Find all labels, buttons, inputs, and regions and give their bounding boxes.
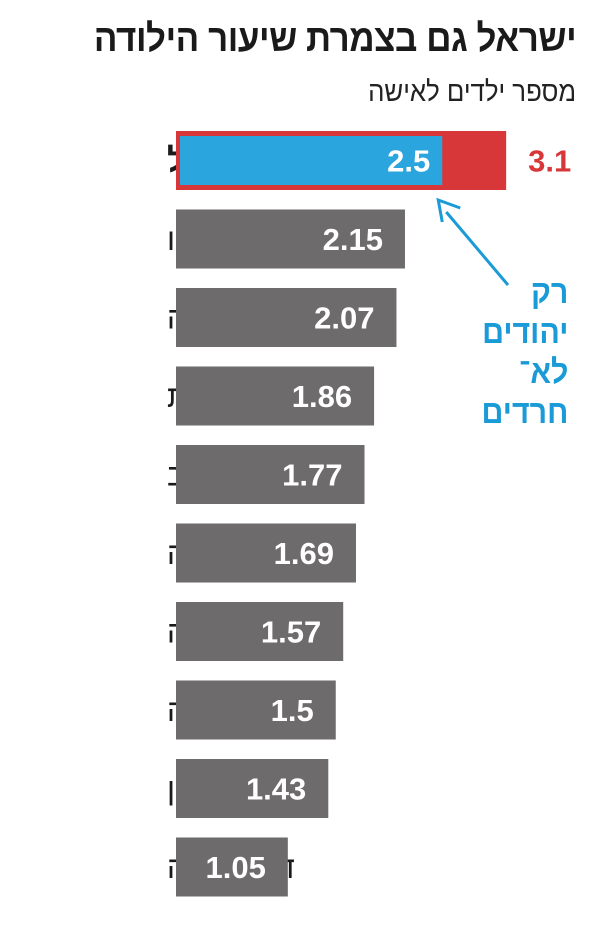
bar-value-label: 2.15: [323, 222, 383, 257]
bar: [176, 837, 288, 897]
bar-value-label: 1.05: [205, 850, 265, 885]
bar-value-label: 1.43: [246, 772, 306, 807]
bar-total-value-label: 3.1: [528, 144, 571, 179]
bar-value-label: 1.5: [271, 693, 314, 728]
bar-value-label: 1.86: [292, 379, 352, 414]
chart-subtitle: מספר ילדים לאישה: [367, 76, 576, 107]
bar-value-label: 1.57: [261, 615, 321, 650]
bar-value-label: 2.07: [314, 301, 374, 336]
bar-sub: [180, 136, 443, 185]
bar: [176, 366, 375, 426]
bar: [176, 602, 344, 661]
bar: [176, 209, 405, 269]
annotation-arrowhead: [436, 197, 461, 223]
bar-value-label: 1.69: [274, 536, 334, 571]
bar: [176, 759, 329, 818]
bar: [176, 445, 365, 504]
bar: [176, 288, 397, 347]
chart-title: ישראל גם בצמרת שיעור הילודה: [93, 18, 577, 60]
bar-value-label: 1.77: [282, 458, 342, 493]
bar: [176, 523, 356, 583]
bar: [176, 680, 336, 740]
annotation-arrow: [445, 211, 510, 286]
annotation-text: רק יהודים לא־ חרדים: [481, 273, 568, 430]
bar-sub-value-label: 2.5: [387, 144, 430, 179]
